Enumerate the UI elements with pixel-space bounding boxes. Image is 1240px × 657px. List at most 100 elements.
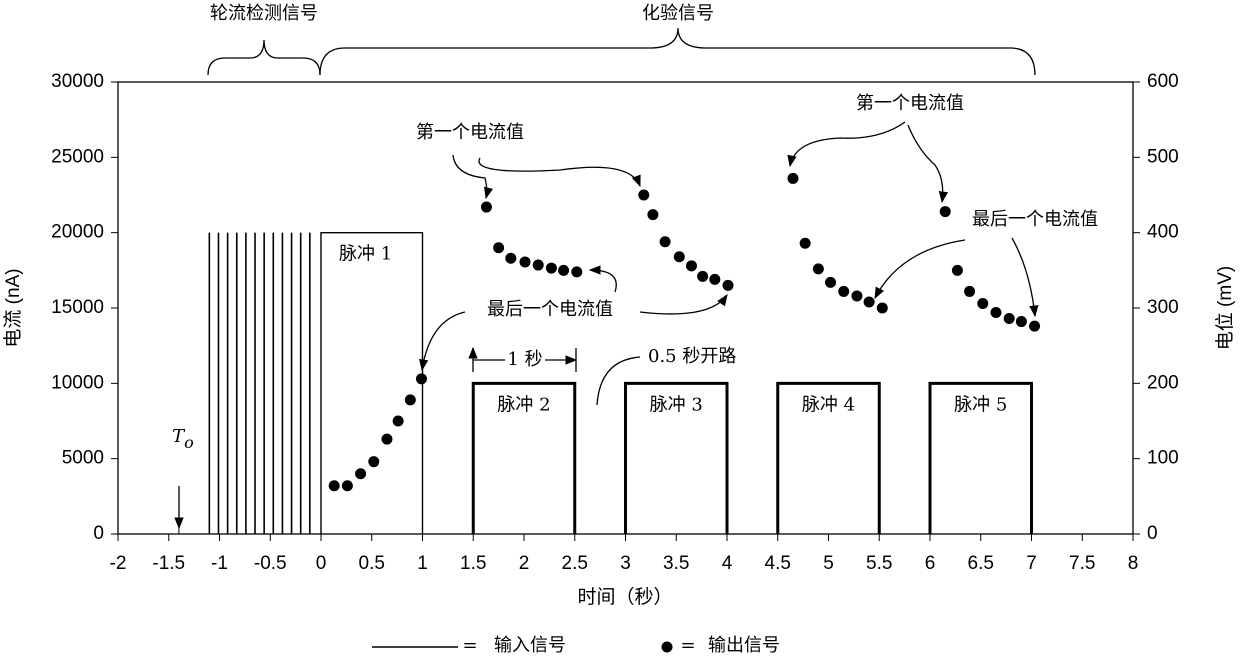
output-point: [355, 468, 366, 479]
output-point: [800, 238, 811, 249]
output-point: [825, 277, 836, 288]
output-point: [723, 280, 734, 291]
y2-tick-label: 100: [1147, 448, 1179, 469]
legend-separator: =: [462, 635, 477, 656]
output-point: [416, 373, 427, 384]
legend-separator: =: [680, 635, 695, 656]
arrow: [875, 240, 965, 298]
output-point: [493, 242, 504, 253]
output-point: [393, 416, 404, 427]
arrow: [422, 312, 465, 370]
brace: [320, 28, 1035, 75]
output-point: [674, 251, 685, 262]
output-point: [368, 456, 379, 467]
arrow: [597, 357, 640, 405]
y2-tick-label: 200: [1147, 372, 1179, 393]
y-tick-label: 25000: [51, 146, 104, 167]
x-tick-label: 8: [1128, 553, 1139, 574]
output-point: [864, 296, 875, 307]
x-axis-label: 时间（秒）: [577, 586, 672, 608]
x-tick-label: -0.5: [254, 553, 287, 574]
y2-tick-label: 0: [1147, 523, 1158, 544]
annotation: 第一个电流值: [856, 93, 964, 114]
x-tick-label: 5: [823, 553, 834, 574]
output-point: [813, 263, 824, 274]
y-tick-label: 15000: [51, 297, 104, 318]
x-tick-label: 2.5: [562, 553, 588, 574]
output-point: [660, 236, 671, 247]
y-tick-label: 0: [93, 523, 104, 544]
x-tick-label: 6.5: [968, 553, 994, 574]
output-point: [638, 190, 649, 201]
x-tick-label: 1: [417, 553, 428, 574]
x-tick-label: 1.5: [460, 553, 486, 574]
output-point: [342, 480, 353, 491]
output-point: [709, 274, 720, 285]
output-point: [697, 271, 708, 282]
output-point: [381, 434, 392, 445]
pulse-label: 脉冲 2: [497, 394, 550, 415]
y2-tick-label: 300: [1147, 297, 1179, 318]
output-point: [647, 209, 658, 220]
output-point: [787, 173, 798, 184]
y2-axis-label: 电位 (mV): [1214, 266, 1236, 350]
arrow: [640, 295, 727, 314]
output-point: [1029, 321, 1040, 332]
t0-label: To: [172, 426, 194, 452]
annotation: 1 秒: [507, 349, 542, 370]
output-point: [558, 265, 569, 276]
y2-tick-label: 400: [1147, 222, 1179, 243]
y-axis-label: 电流 (nA): [2, 268, 24, 347]
output-point: [964, 286, 975, 297]
legend-label: 输入信号: [494, 635, 566, 656]
output-point: [571, 266, 582, 277]
pulse-label: 脉冲 3: [650, 394, 703, 415]
x-tick-label: 5.5: [866, 553, 892, 574]
output-point: [851, 290, 862, 301]
output-point: [1016, 316, 1027, 327]
legend-label: 输出信号: [708, 635, 780, 656]
x-tick-label: 3: [620, 553, 631, 574]
output-point: [546, 263, 557, 274]
output-point: [505, 253, 516, 264]
output-point: [940, 206, 951, 217]
x-tick-label: 7.5: [1069, 553, 1095, 574]
output-point: [1004, 313, 1015, 324]
y-tick-label: 20000: [51, 222, 104, 243]
arrow: [590, 270, 616, 292]
x-tick-label: 3.5: [663, 553, 689, 574]
output-point: [329, 480, 340, 491]
output-point: [686, 260, 697, 271]
y2-tick-label: 600: [1147, 71, 1179, 92]
annotation: 最后一个电流值: [487, 299, 613, 320]
x-tick-label: 6: [925, 553, 936, 574]
brace: [208, 40, 320, 75]
arrow: [790, 122, 905, 166]
annotation: 轮流检测信号: [210, 3, 318, 24]
annotation: 第一个电流值: [416, 122, 524, 143]
t0-subscript: o: [184, 433, 194, 452]
x-tick-label: 4.5: [765, 553, 791, 574]
arrow: [1012, 238, 1035, 316]
x-tick-label: -2: [110, 553, 127, 574]
output-point: [977, 298, 988, 309]
annotation: 最后一个电流值: [972, 209, 1098, 230]
output-point: [838, 286, 849, 297]
pulse-label: 脉冲 1: [339, 244, 392, 265]
output-point: [952, 265, 963, 276]
x-tick-label: 0: [316, 553, 327, 574]
output-point: [405, 394, 416, 405]
legend-dot: [662, 642, 673, 653]
annotation: 化验信号: [642, 3, 714, 24]
pulse-label: 脉冲 4: [802, 394, 855, 415]
annotation: 0.5 秒开路: [648, 346, 736, 367]
y-tick-label: 5000: [62, 448, 104, 469]
x-tick-label: 2: [519, 553, 530, 574]
output-point: [990, 307, 1001, 318]
output-point: [877, 303, 888, 314]
output-point: [533, 260, 544, 271]
y2-tick-label: 500: [1147, 146, 1179, 167]
output-point: [481, 202, 492, 213]
arrow: [479, 158, 640, 186]
